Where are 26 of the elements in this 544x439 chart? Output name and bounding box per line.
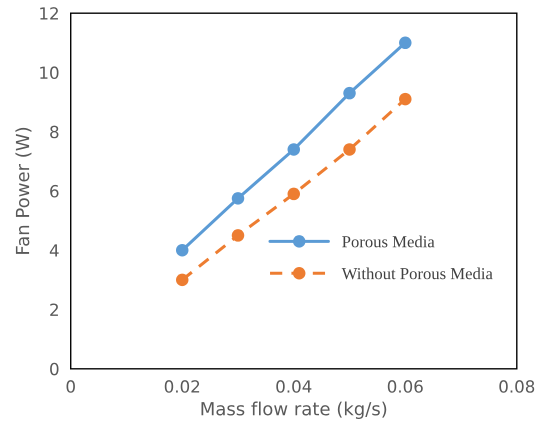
x-axis-title: Mass flow rate (kg/s): [202, 402, 386, 420]
y-axis-title: Fan Power (W): [15, 128, 32, 254]
point: [232, 229, 244, 242]
x-tick-label: 0: [66, 380, 75, 393]
point: [232, 192, 244, 205]
y-tick-label: 0: [50, 362, 58, 376]
point: [288, 143, 300, 156]
point: [343, 86, 356, 100]
y-tick-label: 6: [50, 184, 59, 198]
y-tick-label: 2: [50, 303, 58, 316]
point: [176, 244, 188, 256]
legend-label: Without Porous Media: [342, 268, 493, 280]
y-tick-label: 10: [40, 66, 58, 80]
x-tick-label: 0.06: [388, 380, 423, 393]
x-tick-label: 0.04: [276, 380, 312, 393]
legend-label: Porous Media: [342, 236, 435, 248]
point: [176, 274, 188, 286]
y-tick-label: 4: [50, 244, 59, 257]
point: [399, 36, 412, 50]
x-tick-label: 0.08: [499, 380, 534, 393]
y-tick-label: 12: [40, 7, 58, 20]
x-tick-label: 0.02: [164, 380, 200, 393]
point: [288, 188, 300, 200]
y-tick-label: 8: [50, 126, 58, 138]
point: [399, 92, 412, 106]
point: [343, 143, 356, 156]
